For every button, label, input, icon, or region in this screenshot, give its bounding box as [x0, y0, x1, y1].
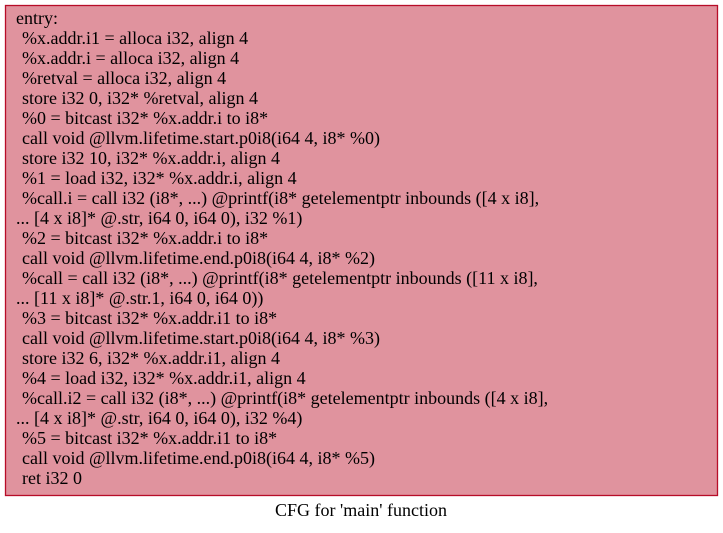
code-line: ret i32 0 — [22, 468, 82, 488]
code-line: %0 = bitcast i32* %x.addr.i to i8* — [22, 108, 268, 128]
code-line: call void @llvm.lifetime.start.p0i8(i64 … — [22, 328, 380, 349]
code-line: %x.addr.i = alloca i32, align 4 — [22, 48, 239, 68]
code-line: %call.i = call i32 (i8*, ...) @printf(i8… — [22, 188, 539, 209]
code-line: %5 = bitcast i32* %x.addr.i1 to i8* — [22, 428, 277, 448]
code-line: %retval = alloca i32, align 4 — [22, 68, 226, 88]
code-line: ... [11 x i8]* @.str.1, i64 0, i64 0)) — [16, 288, 263, 309]
code-line: store i32 6, i32* %x.addr.i1, align 4 — [22, 348, 280, 368]
code-line: %x.addr.i1 = alloca i32, align 4 — [22, 28, 248, 48]
code-line: call void @llvm.lifetime.end.p0i8(i64 4,… — [22, 448, 375, 469]
code-line: %3 = bitcast i32* %x.addr.i1 to i8* — [22, 308, 277, 328]
code-line: %2 = bitcast i32* %x.addr.i to i8* — [22, 228, 268, 248]
code-line: %4 = load i32, i32* %x.addr.i1, align 4 — [22, 368, 306, 388]
basic-block — [4, 4, 719, 497]
code-line: entry: — [16, 8, 58, 28]
code-line: %call.i2 = call i32 (i8*, ...) @printf(i… — [22, 388, 548, 409]
code-line: ... [4 x i8]* @.str, i64 0, i64 0), i32 … — [16, 408, 302, 429]
code-line: store i32 10, i32* %x.addr.i, align 4 — [22, 148, 280, 168]
code-line: call void @llvm.lifetime.end.p0i8(i64 4,… — [22, 248, 375, 269]
caption: CFG for 'main' function — [275, 500, 447, 520]
code-line: store i32 0, i32* %retval, align 4 — [22, 88, 258, 108]
code-line: %call = call i32 (i8*, ...) @printf(i8* … — [22, 268, 538, 289]
code-line: call void @llvm.lifetime.start.p0i8(i64 … — [22, 128, 380, 149]
code-line: ... [4 x i8]* @.str, i64 0, i64 0), i32 … — [16, 208, 302, 229]
code-line: %1 = load i32, i32* %x.addr.i, align 4 — [22, 168, 297, 188]
